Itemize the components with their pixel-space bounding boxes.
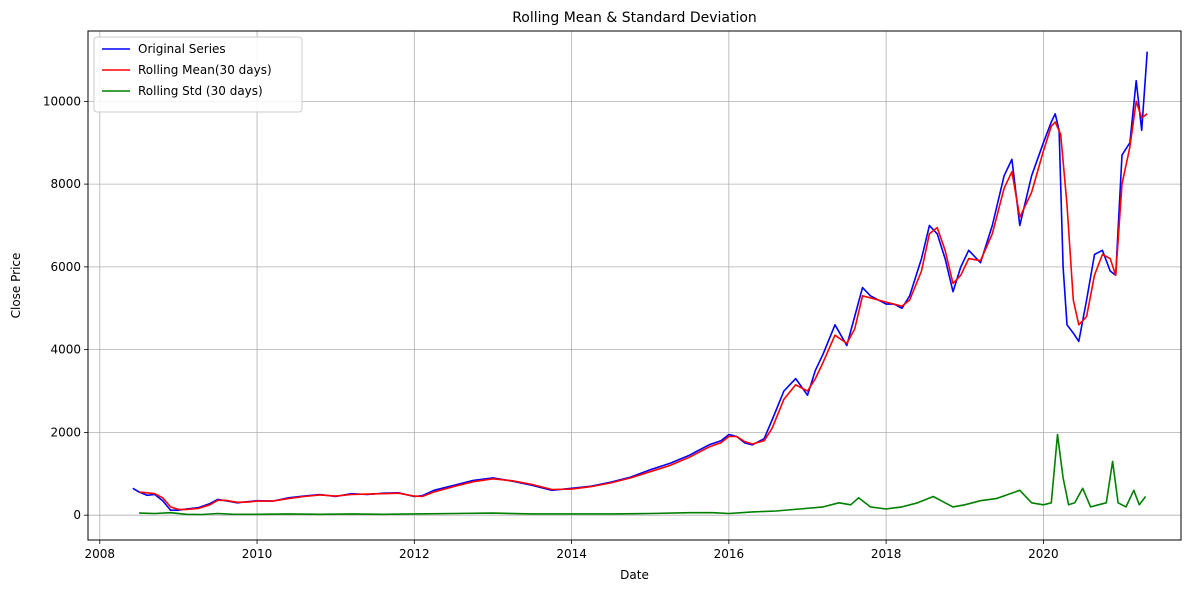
x-tick-label: 2008 [85, 547, 116, 561]
y-tick-label: 6000 [50, 260, 81, 274]
x-tick-label: 2010 [242, 547, 273, 561]
axis-ticks: 2008 2010 2012 2014 2016 2018 2020 0 2000 4000 600… [43, 94, 1059, 561]
legend-box [93, 36, 303, 113]
y-tick-label: 4000 [50, 343, 81, 357]
legend-entry: Rolling Std (30 days) [138, 84, 263, 98]
x-tick-label: 2014 [556, 547, 587, 561]
y-tick-label: 10000 [43, 94, 81, 108]
legend-entry: Rolling Mean(30 days) [138, 63, 272, 77]
rolling-mean-line [139, 100, 1148, 511]
y-tick-label: 2000 [50, 425, 81, 439]
plot-frame [87, 30, 1182, 541]
legend-entry: Original Series [138, 42, 226, 56]
x-tick-label: 2016 [714, 547, 745, 561]
y-tick-label: 8000 [50, 177, 81, 191]
chart-title: Rolling Mean & Standard Deviation [512, 10, 757, 26]
legend: Original Series Rolling Mean(30 days) Roll… [93, 36, 303, 113]
rolling-std-line [139, 433, 1147, 516]
x-tick-label: 2020 [1028, 547, 1059, 561]
x-tick-label: 2012 [399, 547, 430, 561]
series-lines [132, 51, 1148, 516]
x-tick-label: 2018 [871, 547, 902, 561]
x-axis-label: Date [620, 568, 649, 582]
y-axis-label: Close Price [9, 253, 23, 319]
y-tick-label: 0 [73, 508, 81, 522]
grid-lines [88, 31, 1181, 540]
